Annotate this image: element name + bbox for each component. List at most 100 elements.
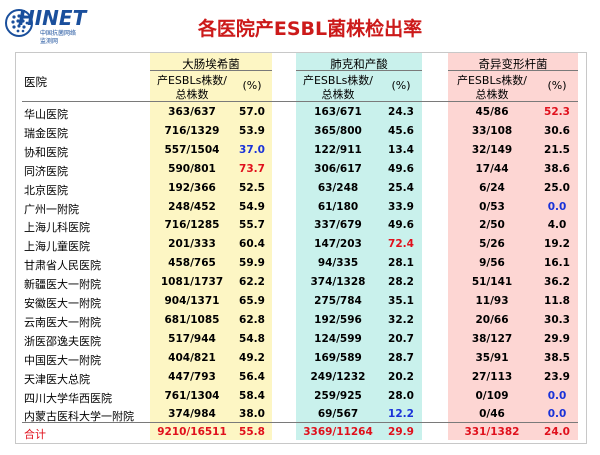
pct-kpneumoniae: 45.6 <box>388 125 414 137</box>
logo-word: HINET <box>18 6 87 30</box>
hospital-name: 广州一附院 <box>24 203 79 216</box>
pct-kpneumoniae: 28.2 <box>388 276 414 288</box>
count-ecoli: 517/944 <box>168 333 216 345</box>
pct-ecoli: 53.9 <box>239 125 265 137</box>
pct-header-pmirabilis: (%) <box>547 79 567 92</box>
count-header-ecoli: 产ESBLs株数/ <box>156 74 228 87</box>
count-kpneumoniae: 63/248 <box>317 182 359 194</box>
column-band-pmirabilis <box>448 53 578 440</box>
count-pmirabilis: 20/66 <box>475 314 509 326</box>
count-ecoli: 716/1329 <box>164 125 220 137</box>
group-divider <box>150 70 272 71</box>
count-pmirabilis: 27/113 <box>471 371 513 383</box>
group-divider <box>448 70 578 71</box>
hospital-name: 四川大学华西医院 <box>24 392 112 405</box>
pct-kpneumoniae: 24.3 <box>388 106 414 118</box>
count-kpneumoniae: 94/335 <box>317 257 359 269</box>
pct-ecoli: 62.8 <box>239 314 265 326</box>
pct-ecoli: 65.9 <box>239 295 265 307</box>
count-pmirabilis: 0/46 <box>479 408 505 420</box>
count-kpneumoniae: 163/671 <box>314 106 362 118</box>
count-ecoli: 681/1085 <box>164 314 220 326</box>
count-ecoli: 404/821 <box>168 352 216 364</box>
pct-kpneumoniae: 25.4 <box>388 182 414 194</box>
total-pct-ecoli: 55.8 <box>239 426 265 438</box>
count-kpneumoniae: 147/203 <box>314 238 362 250</box>
count-ecoli: 557/1504 <box>164 144 220 156</box>
pct-ecoli: 73.7 <box>239 163 265 175</box>
pct-ecoli: 62.2 <box>239 276 265 288</box>
count-kpneumoniae: 374/1328 <box>310 276 366 288</box>
pct-pmirabilis: 16.1 <box>544 257 570 269</box>
hospital-name: 协和医院 <box>24 146 68 159</box>
pct-ecoli: 37.0 <box>239 144 265 156</box>
count-ecoli: 248/452 <box>168 201 216 213</box>
pct-pmirabilis: 11.8 <box>544 295 570 307</box>
total-count-ecoli: 9210/16511 <box>157 426 227 438</box>
hospital-name: 上海儿童医院 <box>24 240 90 253</box>
pct-ecoli: 38.0 <box>239 408 265 420</box>
header-divider <box>22 101 578 102</box>
count-pmirabilis: 35/91 <box>475 352 509 364</box>
count-kpneumoniae: 169/589 <box>314 352 362 364</box>
group-header-pmirabilis: 奇异变形杆菌 <box>478 57 548 71</box>
hospital-name: 安徽医大一附院 <box>24 297 101 310</box>
pct-pmirabilis: 29.9 <box>544 333 570 345</box>
count-header-pmirabilis: 产ESBLs株数/ <box>456 74 528 87</box>
count-pmirabilis: 5/26 <box>479 238 505 250</box>
hospital-name: 天津医大总院 <box>24 373 90 386</box>
group-header-kpneumoniae: 肺克和产酸 <box>330 57 388 71</box>
count-kpneumoniae: 122/911 <box>314 144 362 156</box>
column-band-ecoli <box>150 53 272 440</box>
pct-ecoli: 54.9 <box>239 201 265 213</box>
count-kpneumoniae: 249/1232 <box>310 371 366 383</box>
count-kpneumoniae: 124/599 <box>314 333 362 345</box>
pct-pmirabilis: 38.6 <box>544 163 570 175</box>
count-pmirabilis: 0/53 <box>479 201 505 213</box>
count-kpneumoniae: 192/596 <box>314 314 362 326</box>
pct-pmirabilis: 0.0 <box>547 408 567 420</box>
count-pmirabilis: 33/108 <box>471 125 513 137</box>
pct-ecoli: 54.8 <box>239 333 265 345</box>
pct-pmirabilis: 4.0 <box>547 219 567 231</box>
count-ecoli: 590/801 <box>168 163 216 175</box>
count-pmirabilis: 32/149 <box>471 144 513 156</box>
hospital-header: 医院 <box>24 75 47 89</box>
pct-kpneumoniae: 20.7 <box>388 333 414 345</box>
pct-kpneumoniae: 28.7 <box>388 352 414 364</box>
pct-pmirabilis: 21.5 <box>544 144 570 156</box>
hospital-name: 甘肃省人民医院 <box>24 259 101 272</box>
pct-kpneumoniae: 33.9 <box>388 201 414 213</box>
total-label: 合计 <box>24 428 46 441</box>
count-ecoli: 761/1304 <box>164 390 220 402</box>
count-ecoli: 201/333 <box>168 238 216 250</box>
pct-pmirabilis: 0.0 <box>547 390 567 402</box>
count-kpneumoniae: 259/925 <box>314 390 362 402</box>
count-header-kpneumoniae: 产ESBLs株数/ <box>302 74 374 87</box>
logo-subtitle-2: 监测网 <box>40 38 59 45</box>
count-pmirabilis: 0/109 <box>475 390 509 402</box>
chinet-logo: HINET 中国抗菌网络 监测网 <box>4 6 96 46</box>
total-pct-pmirabilis: 24.0 <box>544 426 570 438</box>
hospital-name: 中国医大一附院 <box>24 354 101 367</box>
pct-kpneumoniae: 28.0 <box>388 390 414 402</box>
hospital-name: 新疆医大一附院 <box>24 278 101 291</box>
count-ecoli: 363/637 <box>168 106 216 118</box>
pct-kpneumoniae: 35.1 <box>388 295 414 307</box>
pct-ecoli: 49.2 <box>239 352 265 364</box>
total-count-pmirabilis: 331/1382 <box>464 426 520 438</box>
count-header-kpneumoniae-2: 总株数 <box>321 88 355 101</box>
hospital-name: 上海儿科医院 <box>24 221 90 234</box>
group-divider <box>296 70 422 71</box>
hospital-name: 北京医院 <box>24 184 68 197</box>
pct-pmirabilis: 38.5 <box>544 352 570 364</box>
pct-kpneumoniae: 32.2 <box>388 314 414 326</box>
count-pmirabilis: 51/141 <box>471 276 513 288</box>
count-kpneumoniae: 337/679 <box>314 219 362 231</box>
page-title: 各医院产ESBL菌株检出率 <box>197 18 423 40</box>
hospital-name: 云南医大一附院 <box>24 316 101 329</box>
pct-kpneumoniae: 49.6 <box>388 219 414 231</box>
pct-ecoli: 55.7 <box>239 219 265 231</box>
count-pmirabilis: 6/24 <box>479 182 505 194</box>
